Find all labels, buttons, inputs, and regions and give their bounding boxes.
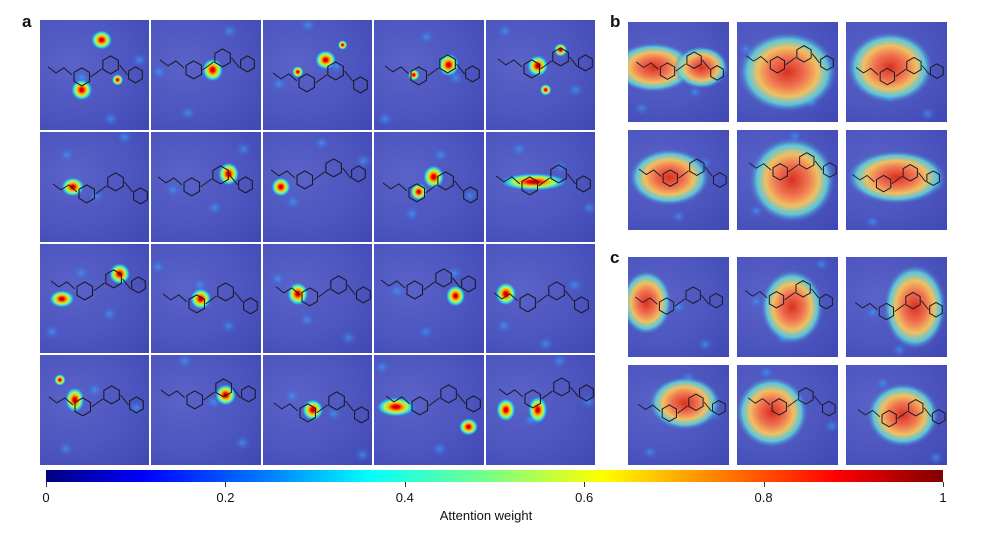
heatmap-cell-a [374, 20, 484, 130]
heatmap-cell-a [262, 131, 373, 242]
heatmap-cell-a [40, 243, 150, 354]
panel-b-heatmap-grid [628, 22, 947, 230]
colorbar-tick-mark [46, 482, 47, 487]
heatmap-cell-b [737, 22, 838, 122]
heatmap-cell-c [737, 257, 838, 357]
heatmap-cell-a [262, 355, 373, 465]
heatmap-cell-a [485, 355, 595, 465]
heatmap-cell-a [485, 243, 595, 354]
panel-c-heatmap-grid [628, 257, 947, 465]
heatmap-cell-c [628, 257, 729, 357]
colorbar-tick-mark [943, 482, 944, 487]
colorbar-tick-mark [404, 482, 406, 487]
heatmap-cell-a [262, 243, 373, 354]
panel-c-letter: c [610, 248, 620, 267]
heatmap-cell-a [485, 131, 595, 242]
heatmap-cell-c [737, 365, 838, 465]
heatmap-cell-a [374, 243, 484, 354]
heatmap-cell-b [628, 130, 729, 230]
heatmap-cell-a [374, 355, 484, 465]
heatmap-cell-c [846, 257, 947, 357]
colorbar-tick-mark [225, 482, 227, 487]
heatmap-cell-b [628, 22, 729, 122]
heatmap-cell-b [846, 22, 947, 122]
colorbar-tick-label: 0.8 [754, 490, 773, 505]
heatmap-cell-a [485, 20, 595, 130]
heatmap-cell-a [262, 20, 373, 130]
colorbar-label-text: Attention weight [439, 508, 533, 523]
heatmap-cell-a [40, 131, 150, 242]
colorbar-label: Attention weight [0, 508, 986, 523]
colorbar-tick-label: 0.6 [575, 490, 594, 505]
heatmap-cell-b [846, 130, 947, 230]
colorbar-tick-mark [584, 482, 586, 487]
colorbar-tick-label: 0 [42, 490, 50, 505]
colorbar-tick-label: 0.4 [395, 490, 414, 505]
panel-b-letter: b [610, 12, 621, 31]
panel-a-letter: a [22, 12, 32, 31]
heatmap-cell-a [40, 20, 150, 130]
panel-a-heatmap-grid [40, 20, 595, 465]
colorbar-tick-label: 0.2 [216, 490, 235, 505]
heatmap-cell-a [151, 20, 261, 130]
heatmap-cell-a [151, 243, 261, 354]
heatmap-cell-c [628, 365, 729, 465]
heatmap-cell-a [40, 355, 150, 465]
heatmap-cell-a [374, 131, 484, 242]
heatmap-cell-b [737, 130, 838, 230]
attention-colorbar [46, 470, 943, 482]
colorbar-tick-label: 1 [939, 490, 947, 505]
heatmap-cell-c [846, 365, 947, 465]
heatmap-cell-a [151, 355, 261, 465]
colorbar-tick-mark [763, 482, 765, 487]
heatmap-cell-a [151, 131, 261, 242]
